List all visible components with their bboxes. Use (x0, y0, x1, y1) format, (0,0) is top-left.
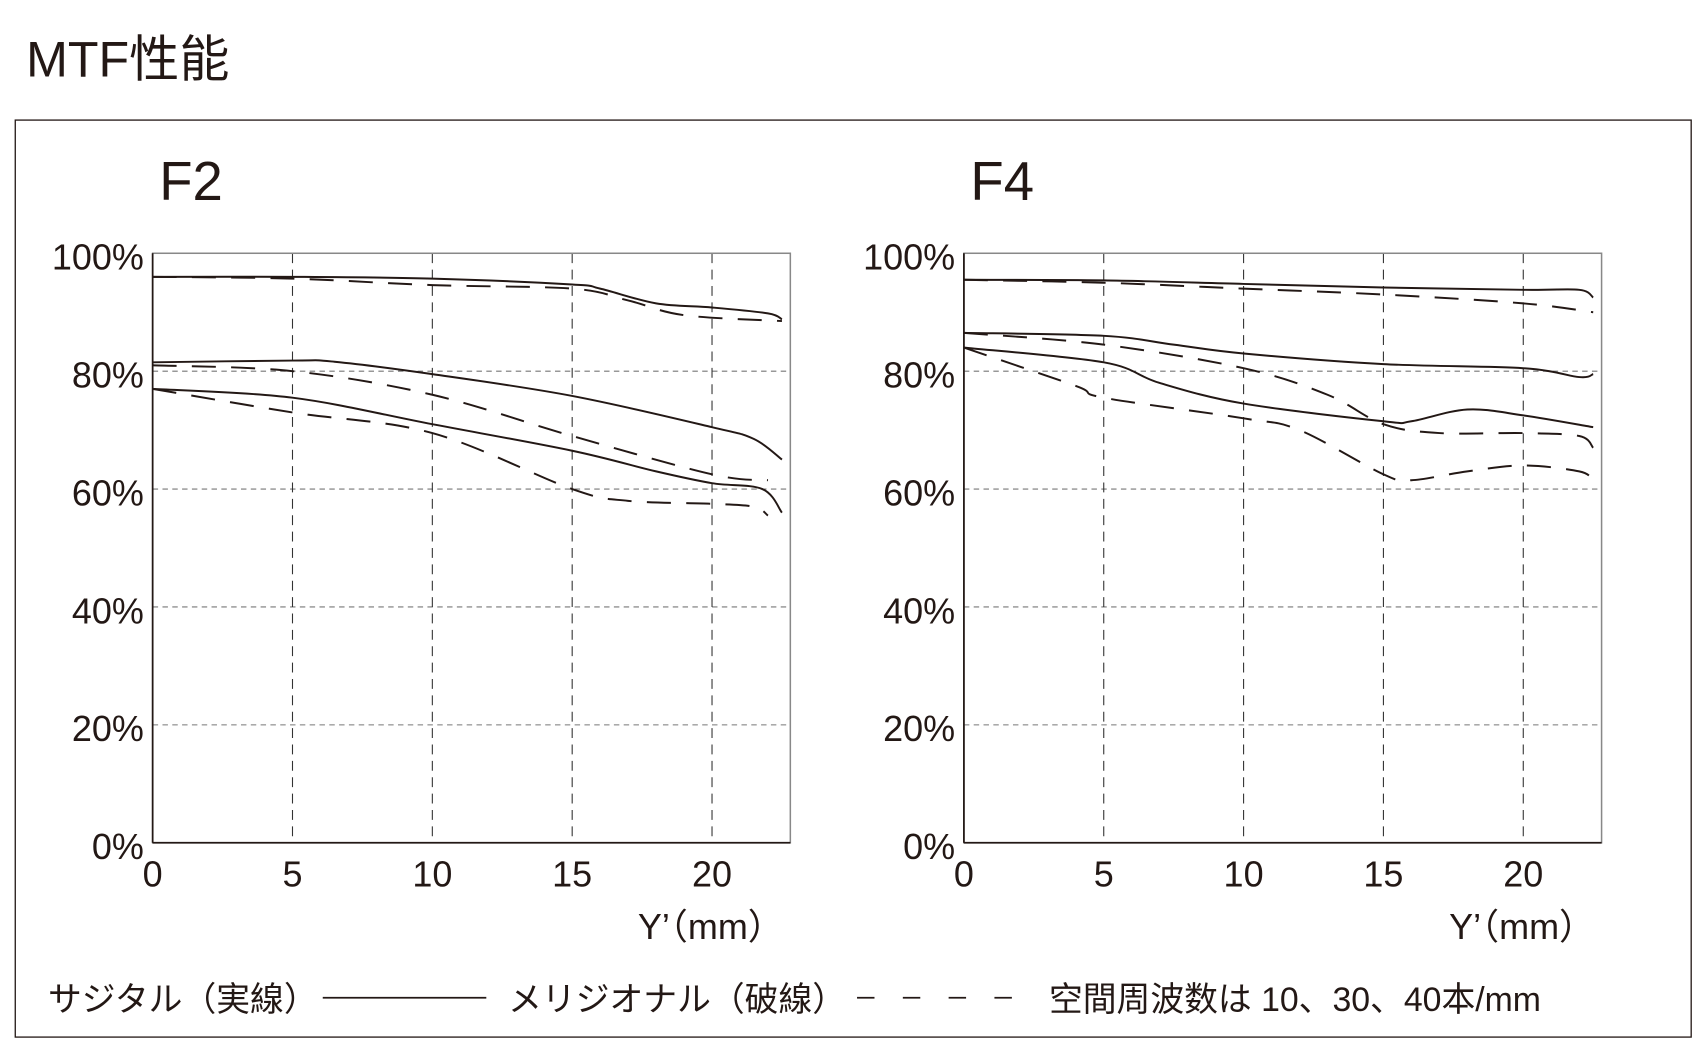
y-tick-label: 40% (883, 590, 955, 631)
series-sagittal-40-lp-mm (152, 387, 783, 514)
series-meridional-30-lp-mm (152, 364, 769, 482)
plot-area-border (151, 252, 792, 844)
x-tick-label: 20 (692, 853, 732, 894)
series-sagittal-40-lp-mm (963, 346, 1594, 429)
x-axis-label: Y’（mm） (638, 906, 784, 947)
y-tick-label: 20% (72, 708, 144, 749)
legend-sagittal-label: サジタル（実線） (48, 981, 318, 1019)
x-tick-label: 5 (1094, 853, 1114, 894)
plot-area-border (963, 252, 1603, 844)
x-tick-label: 5 (282, 853, 302, 894)
y-tick-label: 60% (883, 472, 955, 513)
y-tick-label: 80% (883, 355, 955, 396)
series-meridional-30-lp-mm (963, 331, 1594, 449)
series-meridional-40-lp-mm (152, 387, 769, 517)
x-tick-label: 15 (1363, 853, 1403, 894)
chart-title: F2 (159, 151, 223, 212)
x-tick-label: 10 (412, 853, 452, 894)
x-tick-label: 0 (143, 853, 163, 894)
y-tick-label: 20% (883, 708, 955, 749)
series-meridional-10-lp-mm (152, 275, 783, 323)
chart-title: F4 (970, 151, 1034, 212)
x-axis-label: Y’（mm） (1449, 906, 1595, 947)
y-tick-label: 100% (52, 237, 144, 278)
chart-f4: F4 0% 20% 40% 60% 80% 100% 0 5 10 15 20 Y’（mm） (863, 151, 1603, 947)
x-tick-label: 15 (552, 853, 592, 894)
chart-f2: F2 0% 20% 40% 60% 80% 100% 0 5 10 15 20 Y’（mm） (52, 151, 792, 947)
series-sagittal-10-lp-mm (152, 275, 783, 321)
series-sagittal-10-lp-mm (963, 278, 1594, 299)
y-tick-label: 60% (72, 472, 144, 513)
page-title: MTF性能 (26, 31, 229, 87)
x-tick-label: 0 (954, 853, 974, 894)
chart-frame (14, 119, 1692, 1038)
series-sagittal-30-lp-mm (152, 359, 783, 461)
x-tick-label: 20 (1503, 853, 1543, 894)
series-meridional-10-lp-mm (963, 278, 1594, 314)
series-meridional-40-lp-mm (963, 346, 1594, 482)
y-tick-label: 0% (903, 826, 955, 867)
series-sagittal-30-lp-mm (963, 331, 1594, 379)
y-tick-label: 80% (72, 355, 144, 396)
legend: サジタル（実線） メリジオナル（破線） 空間周波数は 10、30、40本/mm (48, 981, 1541, 1019)
y-tick-label: 100% (863, 237, 955, 278)
legend-meridional-label: メリジオナル（破線） (508, 981, 846, 1019)
y-tick-label: 40% (72, 590, 144, 631)
x-tick-label: 10 (1224, 853, 1264, 894)
y-tick-label: 0% (92, 826, 144, 867)
legend-frequencies-label: 空間周波数は 10、30、40本/mm (1049, 981, 1541, 1019)
